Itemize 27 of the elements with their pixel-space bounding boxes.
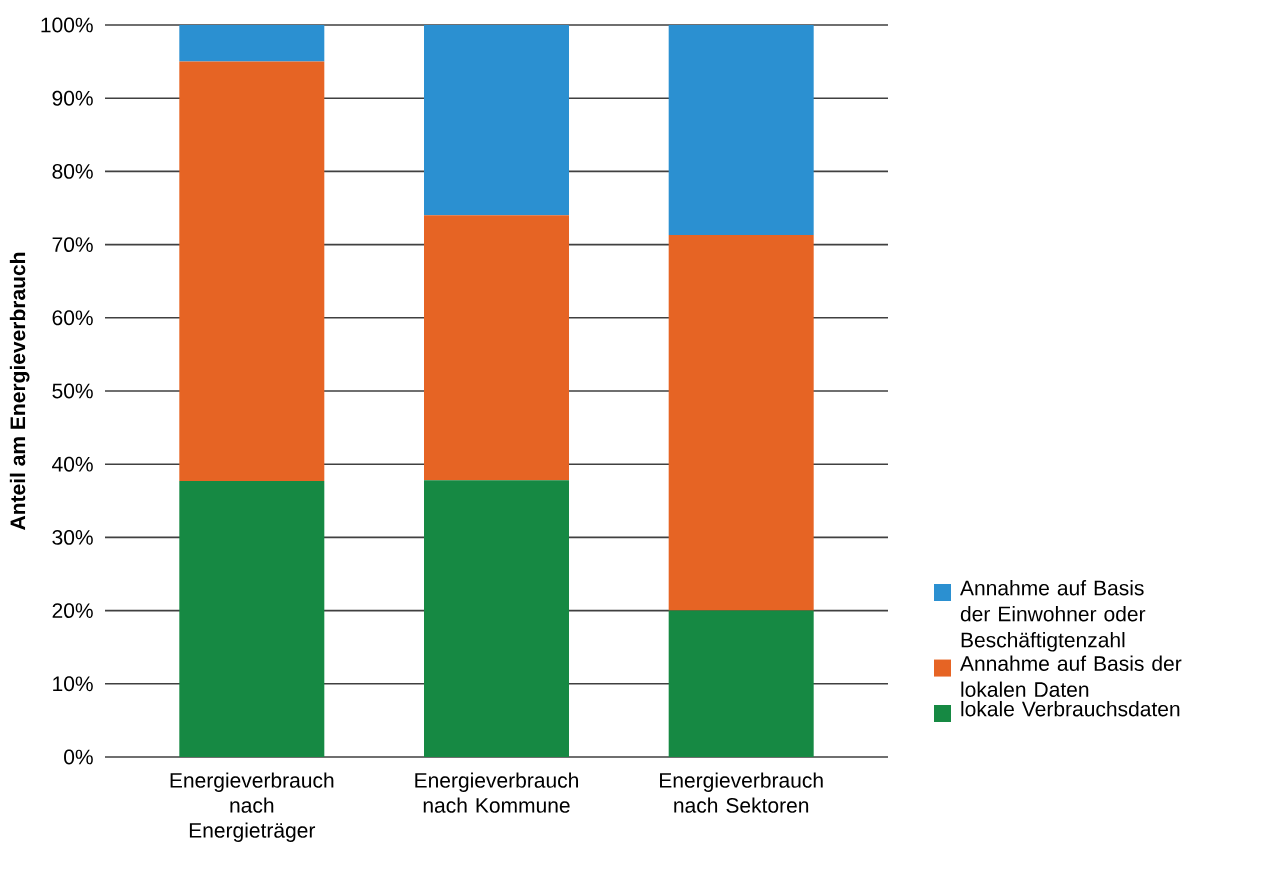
x-tick-label: Energieverbrauch nach Sektoren: [660, 772, 823, 813]
y-axis-title: Anteil am Energieverbrauch: [9, 252, 30, 530]
bar: [668, 235, 814, 611]
bar: [424, 480, 569, 757]
y-tick-label: 30%: [52, 529, 93, 545]
bar: [424, 24, 569, 216]
bar: [179, 24, 325, 62]
legend-label: lokale Verbrauchsdaten: [961, 700, 1180, 717]
y-tick-label: 10%: [53, 676, 93, 692]
y-tick-label: 90%: [52, 90, 93, 106]
legend-label: Annahme auf Basis der lokalen Daten: [960, 655, 1182, 697]
bar: [668, 610, 814, 757]
bar: [424, 215, 569, 481]
y-tick-label: 80%: [52, 163, 93, 179]
y-tick-label: 70%: [52, 237, 93, 253]
y-tick-label: 100%: [41, 17, 93, 33]
bar: [179, 61, 325, 482]
x-tick-label: Energieverbrauch nach Energieträger: [170, 772, 334, 842]
y-tick-label: 0%: [64, 749, 93, 765]
y-tick-label: 40%: [52, 456, 93, 472]
bar: [668, 24, 814, 236]
y-tick-label: 50%: [52, 383, 93, 399]
y-tick-label: 60%: [52, 310, 93, 326]
x-tick-label: Energieverbrauch nach Kommune: [415, 772, 578, 813]
legend-label: Annahme auf Basis der Einwohner oder Beschäftigtenzahl: [960, 579, 1146, 652]
y-tick-label: 20%: [52, 603, 93, 619]
bar: [179, 481, 325, 757]
